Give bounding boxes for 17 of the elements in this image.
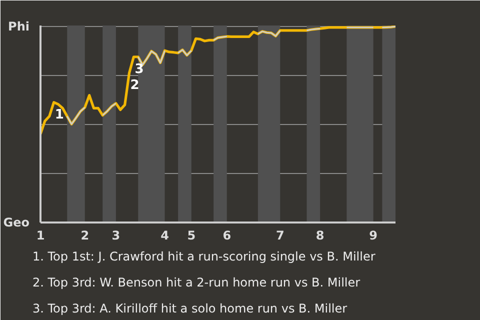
x-tick-label: 5 xyxy=(187,228,196,242)
annotation: 2 xyxy=(130,78,140,93)
x-tick-label: 9 xyxy=(369,228,378,242)
x-tick-label: 1 xyxy=(36,228,45,242)
annotation: 1 xyxy=(54,107,64,122)
annotation: 3 xyxy=(134,62,144,77)
text: Phi xyxy=(8,19,30,34)
text: 3. Top 3rd: A. Kirilloff hit a solo home run vs B. Miller xyxy=(32,302,348,316)
x-tick-label: 4 xyxy=(160,228,169,242)
x-tick-label: 7 xyxy=(276,228,284,242)
x-tick-label: 6 xyxy=(222,228,232,242)
x-tick-label: 3 xyxy=(112,228,120,242)
x-tick-label: 2 xyxy=(80,228,90,242)
text: Geo xyxy=(3,216,30,230)
text: 2. Top 3rd: W. Benson hit a 2-run home run vs B. Miller xyxy=(32,276,360,290)
text: 1. Top 1st: J. Crawford hit a run-scoring single vs B. Miller xyxy=(32,250,376,264)
x-tick-label: 8 xyxy=(316,228,324,242)
